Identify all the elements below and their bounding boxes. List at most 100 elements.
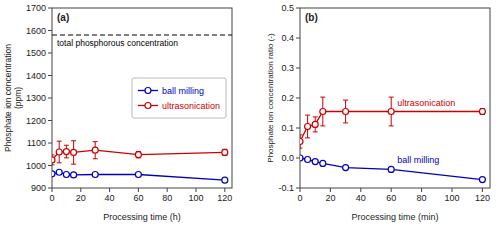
error-bar-cap bbox=[305, 115, 310, 116]
x-tick-label: 0 bbox=[49, 193, 54, 203]
error-bar-cap bbox=[57, 141, 62, 142]
y-tick-label: 1200 bbox=[26, 116, 46, 126]
x-tick bbox=[167, 188, 168, 192]
y-tick bbox=[48, 53, 52, 54]
x-tick-label: 80 bbox=[162, 193, 172, 203]
data-point bbox=[312, 159, 318, 165]
y-tick-label: 1600 bbox=[26, 26, 46, 36]
reference-line bbox=[52, 35, 232, 36]
series-line bbox=[52, 150, 225, 160]
x-tick bbox=[482, 188, 483, 192]
error-bar-cap bbox=[320, 97, 325, 98]
panel: 020406080100120-0.10.00.10.20.30.40.5Pro… bbox=[266, 3, 490, 222]
y-tick-label: 1000 bbox=[26, 161, 46, 171]
error-bar bbox=[52, 155, 55, 165]
x-axis-label: Processing time (min) bbox=[351, 212, 438, 222]
y-tick-label: 900 bbox=[31, 183, 46, 193]
y-tick-label: 1400 bbox=[26, 71, 46, 81]
plot-frame bbox=[52, 8, 232, 188]
error-bar-cap bbox=[305, 137, 310, 138]
y-tick-label: 0.3 bbox=[281, 63, 294, 73]
x-tick bbox=[196, 188, 197, 192]
data-point bbox=[305, 157, 311, 163]
error-bar bbox=[222, 149, 227, 155]
x-axis-label: Processing time (h) bbox=[103, 212, 181, 222]
y-tick bbox=[296, 68, 300, 69]
y-tick bbox=[296, 38, 300, 39]
data-point bbox=[135, 172, 141, 178]
data-point bbox=[222, 177, 228, 183]
y-tick bbox=[48, 75, 52, 76]
y-tick bbox=[48, 30, 52, 31]
legend-label: ball milling bbox=[162, 86, 204, 96]
data-point bbox=[312, 121, 318, 127]
error-bar-cap bbox=[71, 140, 76, 141]
error-bar-cap bbox=[52, 154, 55, 155]
panel-title: (b) bbox=[305, 12, 318, 23]
error-bar bbox=[71, 141, 76, 164]
error-bar-cap bbox=[93, 158, 98, 159]
error-bar-cap bbox=[320, 125, 325, 126]
data-point bbox=[320, 109, 326, 115]
x-tick bbox=[360, 188, 361, 192]
y-tick-label: 0.1 bbox=[281, 123, 294, 133]
x-tick-label: 60 bbox=[133, 193, 143, 203]
error-bar-cap bbox=[64, 157, 69, 158]
y-tick-label: 0.2 bbox=[281, 93, 294, 103]
y-tick-label: 1700 bbox=[26, 3, 46, 13]
error-bar-cap bbox=[343, 122, 348, 123]
data-point bbox=[300, 155, 303, 161]
legend: ball millingultrasonication bbox=[132, 78, 226, 118]
data-point bbox=[305, 124, 311, 130]
data-point bbox=[300, 139, 303, 145]
series-line bbox=[300, 158, 482, 180]
y-tick bbox=[48, 8, 52, 9]
data-point bbox=[479, 177, 485, 183]
error-bar bbox=[64, 145, 69, 158]
legend-marker bbox=[145, 103, 151, 109]
y-tick-label: 1500 bbox=[26, 48, 46, 58]
data-point bbox=[56, 149, 62, 155]
chart: 0204060801001209001000110012001300140015… bbox=[0, 0, 500, 227]
data-point bbox=[63, 172, 69, 178]
error-bar bbox=[343, 100, 348, 123]
x-tick bbox=[80, 188, 81, 192]
y-tick-label: 1100 bbox=[27, 138, 46, 148]
x-tick bbox=[138, 188, 139, 192]
y-tick bbox=[48, 143, 52, 144]
y-tick-label: 0.5 bbox=[281, 3, 294, 13]
annotation: total phosphorous concentration bbox=[57, 38, 178, 48]
data-point bbox=[52, 171, 55, 177]
legend-frame bbox=[132, 78, 226, 118]
x-tick-label: 100 bbox=[188, 193, 203, 203]
x-tick-label: 40 bbox=[105, 193, 115, 203]
data-point bbox=[222, 149, 228, 155]
y-tick bbox=[296, 98, 300, 99]
error-bar-cap bbox=[300, 148, 303, 149]
direct-label: ball milling bbox=[397, 155, 439, 165]
data-point bbox=[52, 157, 55, 163]
x-tick bbox=[109, 188, 110, 192]
x-tick-label: 100 bbox=[444, 193, 459, 203]
x-tick-label: 80 bbox=[417, 193, 427, 203]
error-bar bbox=[305, 115, 310, 138]
data-point bbox=[343, 165, 349, 171]
x-tick bbox=[391, 188, 392, 192]
x-tick bbox=[224, 188, 225, 192]
y-tick bbox=[48, 165, 52, 166]
y-axis-label-line: (ppm) bbox=[13, 87, 23, 109]
y-tick-label: 0.4 bbox=[281, 33, 294, 43]
y-axis-label: Phosphate ion concentration ratio (-) bbox=[266, 33, 275, 163]
error-bar-cap bbox=[57, 162, 62, 163]
y-axis-label: Phosphate ion concentration(ppm) bbox=[3, 44, 23, 152]
data-point bbox=[71, 172, 77, 178]
data-point bbox=[71, 149, 77, 155]
x-tick bbox=[300, 188, 301, 192]
error-bar bbox=[136, 152, 141, 158]
y-tick-label: -0.1 bbox=[278, 183, 294, 193]
error-bar-cap bbox=[343, 100, 348, 101]
plot-frame bbox=[300, 8, 490, 188]
x-tick-label: 120 bbox=[217, 193, 232, 203]
error-bar-cap bbox=[300, 134, 303, 135]
x-tick-label: 40 bbox=[356, 193, 366, 203]
